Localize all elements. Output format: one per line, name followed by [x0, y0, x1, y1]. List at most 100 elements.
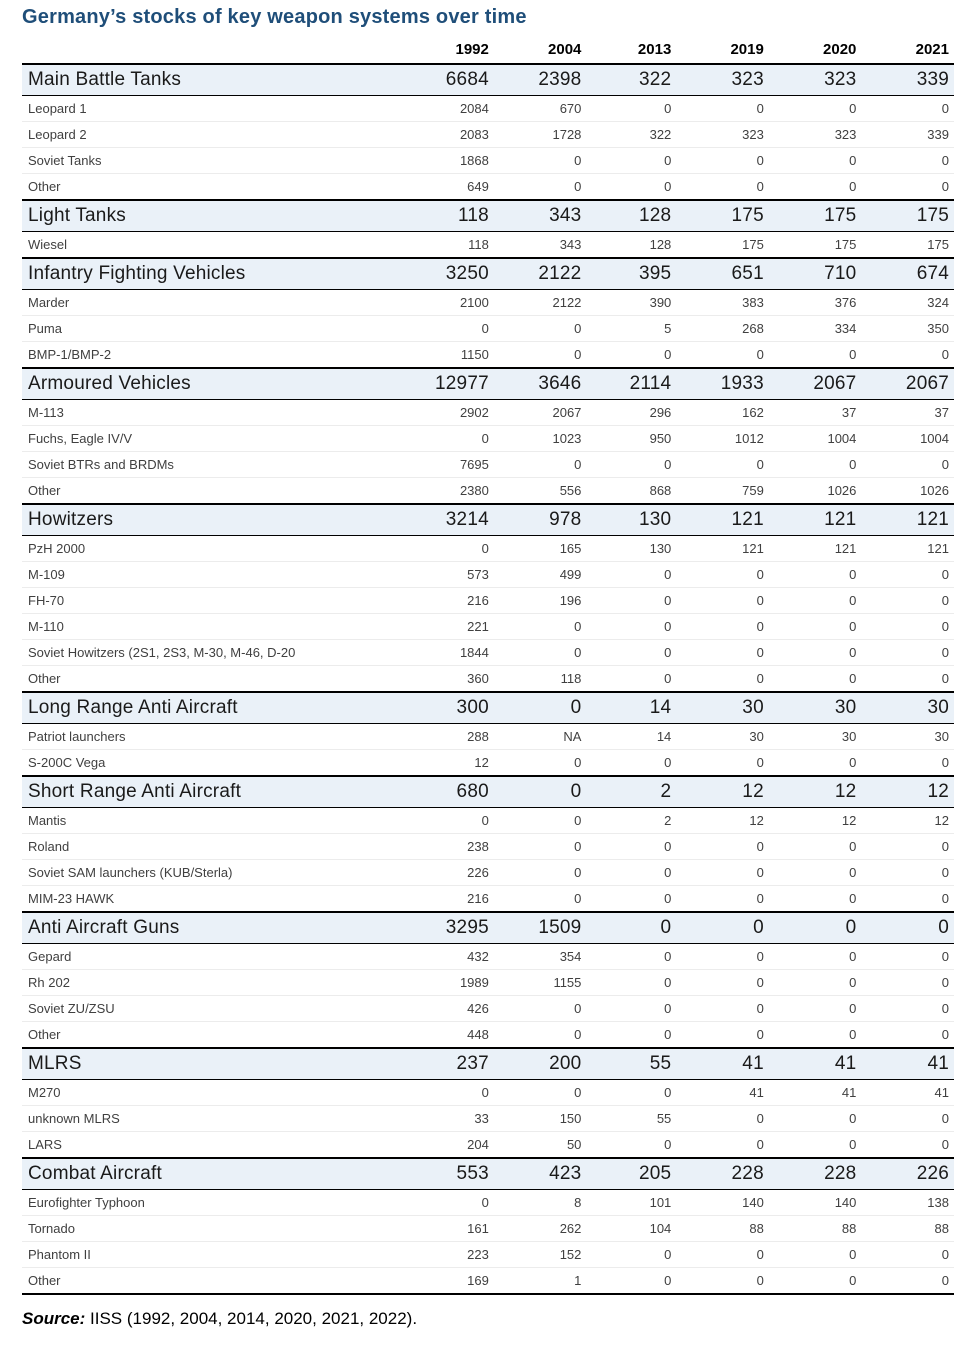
item-value: 41: [768, 1079, 862, 1106]
category-total: 121: [916, 509, 949, 530]
item-value: 140: [676, 1189, 769, 1216]
item-value: 0: [586, 1131, 677, 1159]
item-value: 0: [861, 639, 954, 666]
item-value: 0: [676, 665, 769, 693]
item-name: Leopard 2: [22, 121, 381, 148]
item-value: 0: [861, 1267, 954, 1295]
item-value: 37: [768, 399, 862, 426]
item-value: 0: [586, 561, 677, 588]
item-value: 0: [676, 1131, 769, 1159]
item-value: 0: [768, 561, 862, 588]
item-value: 0: [676, 451, 769, 478]
item-value: 0: [676, 749, 769, 777]
item-value: 322: [586, 121, 677, 148]
item-value: 130: [586, 535, 677, 562]
item-value: 0: [586, 749, 677, 777]
item-value: 0: [493, 147, 587, 174]
category-total: 323: [824, 69, 857, 90]
category-total: 130: [638, 509, 672, 530]
item-value: 288: [381, 723, 494, 750]
item-value: 334: [768, 315, 862, 342]
item-name: M-110: [22, 613, 381, 640]
item-value: 0: [861, 885, 954, 913]
item-name: S-200C Vega: [22, 749, 381, 777]
item-value: 0: [861, 95, 954, 122]
item-value: 2902: [381, 399, 494, 426]
item-value: 0: [586, 833, 677, 860]
item-value: 0: [676, 969, 769, 996]
item-value: 0: [676, 341, 769, 369]
item-value: 426: [381, 995, 494, 1022]
item-value: 0: [676, 1241, 769, 1268]
year-header-row: 1992 2004 2013 2019 2020 2021: [22, 39, 954, 64]
item-value: 0: [586, 451, 677, 478]
item-value: 118: [381, 231, 494, 259]
item-value: 2067: [493, 399, 587, 426]
item-value: 0: [861, 173, 954, 201]
category-total: 228: [824, 1163, 857, 1184]
item-value: 121: [676, 535, 769, 562]
item-name: unknown MLRS: [22, 1105, 381, 1132]
item-value: 0: [768, 587, 862, 614]
item-value: 0: [586, 943, 677, 970]
item-value: 0: [768, 639, 862, 666]
item-value: 204: [381, 1131, 494, 1159]
item-value: 0: [861, 1105, 954, 1132]
item-value: 169: [381, 1267, 494, 1295]
year-header: 2004: [548, 41, 582, 58]
category-name: Armoured Vehicles: [28, 373, 191, 394]
item-value: 0: [861, 749, 954, 777]
item-value: 0: [768, 749, 862, 777]
item-value: 0: [676, 561, 769, 588]
item-value: 121: [768, 535, 862, 562]
item-value: 0: [861, 665, 954, 693]
weapons-stocks-table: 1992 2004 2013 2019 2020 2021 Main Battle Tan…: [22, 39, 954, 1295]
item-value: 0: [493, 749, 587, 777]
source-text: IISS (1992, 2004, 2014, 2020, 2021, 2022…: [85, 1309, 418, 1328]
item-value: 0: [586, 613, 677, 640]
item-name: Rh 202: [22, 969, 381, 996]
item-value: 152: [493, 1241, 587, 1268]
item-name: Fuchs, Eagle IV/V: [22, 425, 381, 452]
item-value: 0: [586, 147, 677, 174]
item-value: 216: [381, 885, 494, 913]
item-row: Soviet Tanks 1868 0 0 0 0 0: [22, 147, 954, 174]
item-value: 128: [586, 231, 677, 259]
category-total: 175: [731, 205, 764, 226]
category-row: Armoured Vehicles 12977 3646 2114 1933 2067 20…: [22, 368, 954, 400]
item-value: 0: [768, 173, 862, 201]
item-value: 175: [861, 231, 954, 259]
item-value: 0: [768, 451, 862, 478]
category-row: MLRS 237 200 55 41 41 41: [22, 1048, 954, 1080]
category-total: 175: [916, 205, 949, 226]
item-value: 121: [861, 535, 954, 562]
item-value: 649: [381, 173, 494, 201]
year-header: 2013: [637, 41, 672, 58]
item-name: Roland: [22, 833, 381, 860]
item-value: 0: [493, 885, 587, 913]
item-value: 0: [861, 859, 954, 886]
item-value: 360: [381, 665, 494, 693]
category-total: 339: [916, 69, 949, 90]
item-value: 0: [768, 859, 862, 886]
item-name: LARS: [22, 1131, 381, 1159]
item-value: 339: [861, 121, 954, 148]
category-total: 226: [916, 1163, 949, 1184]
item-row: Phantom II 223 152 0 0 0 0: [22, 1241, 954, 1268]
category-total: 710: [824, 263, 857, 284]
category-total: 2122: [538, 263, 582, 284]
item-value: 118: [493, 665, 587, 693]
item-name: Other: [22, 477, 381, 505]
item-value: 1023: [493, 425, 587, 452]
item-value: 0: [493, 639, 587, 666]
item-row: Soviet SAM launchers (KUB/Sterla) 226 0 0 0 0…: [22, 859, 954, 886]
item-value: 0: [676, 1105, 769, 1132]
category-total: 12977: [435, 373, 489, 394]
item-value: 1150: [381, 341, 494, 369]
item-name: M-113: [22, 399, 381, 426]
item-value: 0: [768, 885, 862, 913]
category-total: 30: [927, 697, 949, 718]
category-name: MLRS: [28, 1053, 82, 1074]
item-value: 1012: [676, 425, 769, 452]
item-value: 0: [381, 1079, 494, 1106]
